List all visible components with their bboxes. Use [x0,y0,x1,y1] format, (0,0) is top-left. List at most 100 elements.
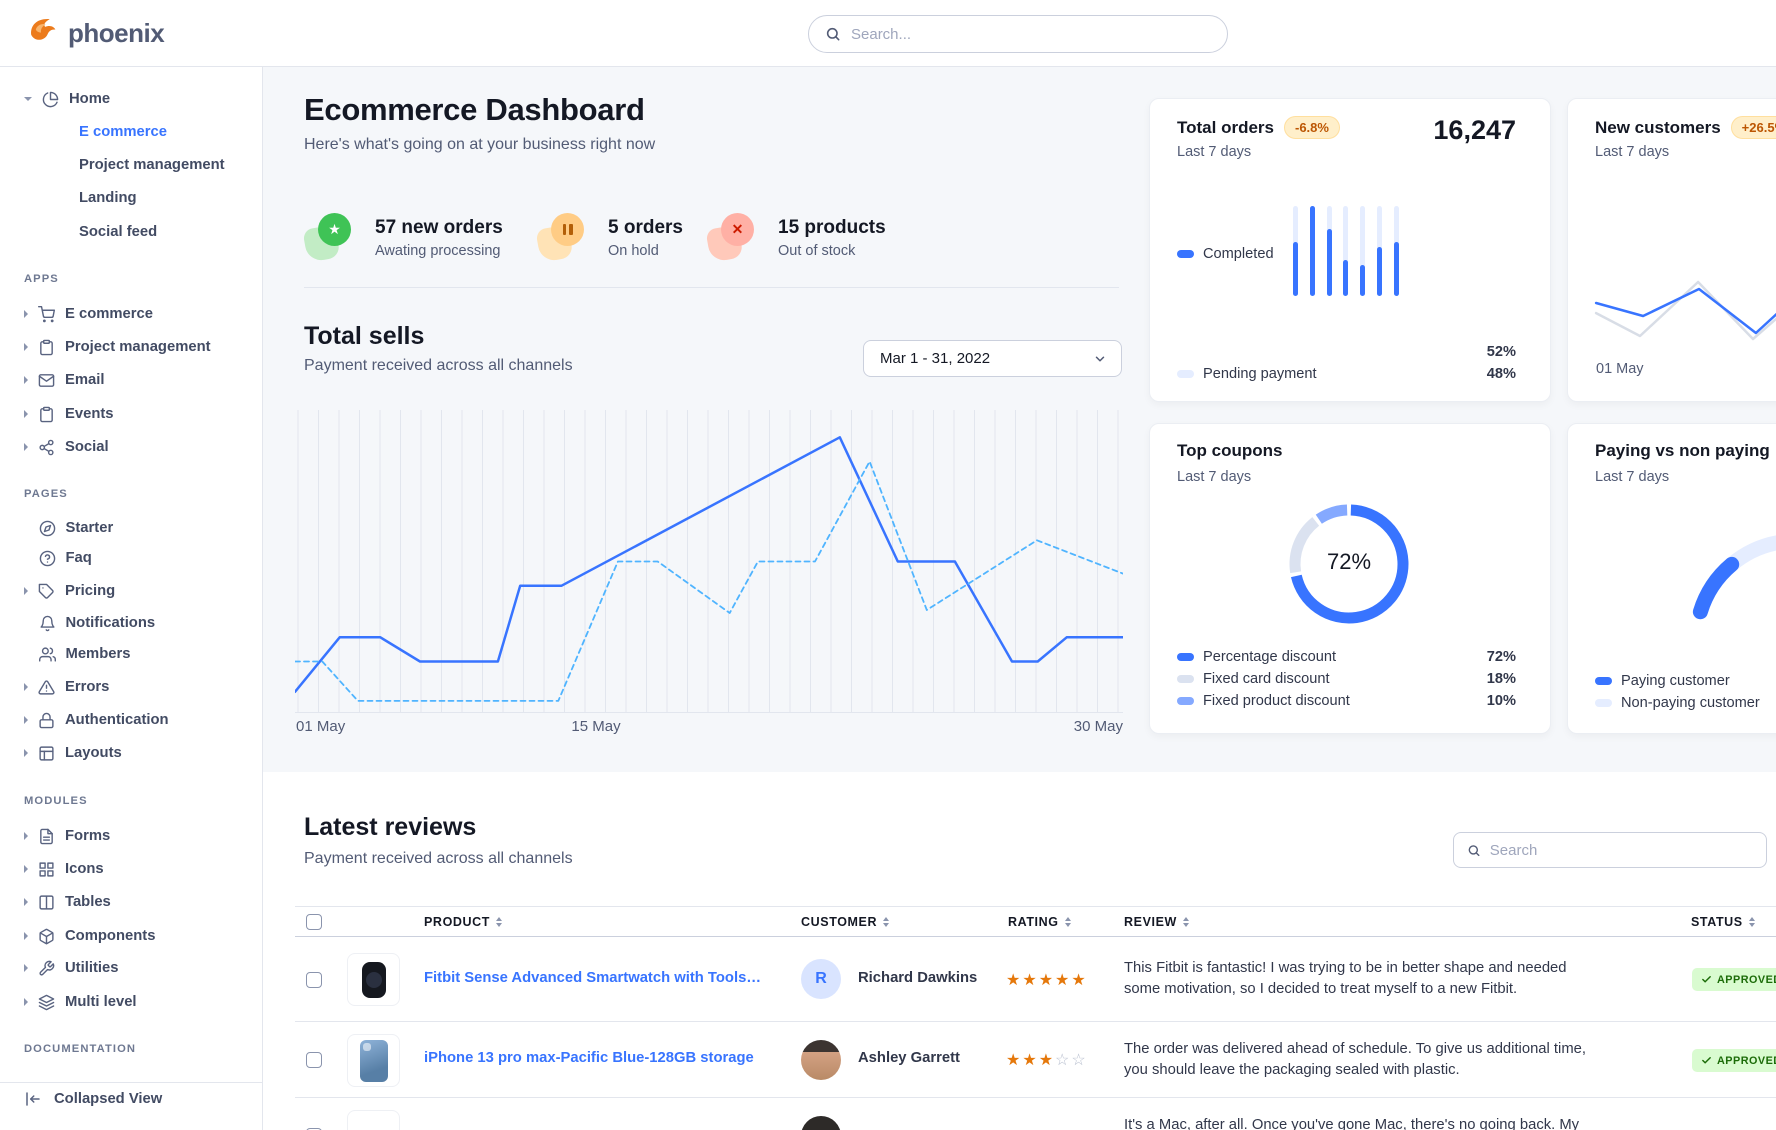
product-image-iphone[interactable] [347,1034,400,1087]
column-header-status[interactable]: STATUS [1691,915,1755,929]
x-axis-label: 01 May [1596,361,1644,377]
stat-value: 15 products [778,217,886,238]
x-axis-label: 30 May [1073,718,1123,735]
sidebar-item-apps-events[interactable]: Events [24,402,114,426]
date-range-select[interactable]: Mar 1 - 31, 2022 [863,340,1122,377]
shopping-cart-icon [38,305,55,323]
change-badge: +26.5% [1730,116,1776,139]
box-icon [38,928,55,945]
clipboard-icon [38,339,55,356]
sidebar-item-social-feed[interactable]: Social feed [79,224,158,240]
chevron-right-icon [24,932,28,940]
sidebar-item-multi-level[interactable]: Multi level [24,990,137,1014]
latest-reviews-subtitle: Payment received across all channels [304,850,573,867]
grid-icon [38,861,55,878]
chevron-right-icon [24,443,28,451]
reviews-search-input[interactable] [1489,841,1753,859]
sidebar-item-errors[interactable]: Errors [24,675,109,699]
sidebar-item-starter[interactable]: Starter [24,516,113,540]
latest-reviews-section: Latest reviews Payment received across a… [263,772,1776,1130]
sidebar-item-apps-ecommerce[interactable]: E commerce [24,302,153,326]
reviews-table: PRODUCT CUSTOMER RATING REVIEW STATUS Fi… [295,906,1776,1130]
legend-non-paying-customer: Non-paying customer [1595,695,1760,711]
legend-fixed-product-discount: Fixed product discount [1177,693,1350,709]
legend-value: 10% [1486,693,1516,709]
total-orders-bar-chart [1293,206,1399,296]
sidebar-item-landing[interactable]: Landing [79,190,137,206]
sidebar-item-faq[interactable]: Faq [24,546,92,570]
wrench-icon [38,960,55,977]
review-text: It's a Mac, after all. Once you've gone … [1124,1117,1580,1130]
select-all-checkbox[interactable] [306,914,322,930]
collapse-left-icon [24,1090,42,1108]
sidebar-section-pages: PAGES [24,488,68,500]
reviews-search[interactable] [1453,832,1767,868]
sidebar-item-forms[interactable]: Forms [24,824,110,848]
chevron-right-icon [24,376,28,384]
sidebar-item-components[interactable]: Components [24,924,155,948]
sort-icon [1748,916,1755,928]
sidebar-item-apps-social[interactable]: Social [24,435,109,459]
file-text-icon [38,828,55,845]
users-icon [38,646,56,663]
stat-label: Awating processing [375,242,501,259]
legend-swatch [1177,653,1194,661]
product-image-smartwatch[interactable] [347,953,400,1006]
card-period: Last 7 days [1177,469,1252,485]
legend-value: 18% [1486,671,1516,687]
chevron-right-icon [24,716,28,724]
chevron-right-icon [24,749,28,757]
avatar[interactable] [801,1040,841,1080]
sidebar-item-icons[interactable]: Icons [24,857,104,881]
compass-icon [39,520,56,537]
page-subtitle: Here's what's going on at your business … [304,136,656,153]
brand[interactable]: phoenix [26,14,165,52]
row-checkbox[interactable] [306,972,322,988]
clipboard-icon [38,406,55,423]
sidebar-item-notifications[interactable]: Notifications [24,611,155,635]
sort-icon [1064,916,1071,928]
sidebar-item-ecommerce-home[interactable]: E commerce [79,124,168,140]
sidebar-item-apps-email[interactable]: Email [24,368,104,392]
chevron-right-icon [24,865,28,873]
chevron-right-icon [24,343,28,351]
sidebar-item-home[interactable]: Home [24,87,110,111]
row-checkbox[interactable] [306,1052,322,1068]
column-header-product[interactable]: PRODUCT [424,915,503,929]
chevron-right-icon [24,410,28,418]
avatar[interactable]: R [801,959,841,999]
column-header-customer[interactable]: CUSTOMER [801,915,890,929]
sidebar-item-pricing[interactable]: Pricing [24,579,115,603]
product-image-macbook[interactable] [347,1110,400,1130]
sidebar-item-utilities[interactable]: Utilities [24,956,118,980]
legend-percentage-discount: Percentage discount [1177,649,1336,665]
stat-label: On hold [608,242,659,259]
global-search[interactable] [808,15,1228,53]
product-link[interactable]: iPhone 13 pro max-Pacific Blue-128GB sto… [424,1050,754,1066]
chevron-down-icon [1095,355,1105,362]
sidebar-item-layouts[interactable]: Layouts [24,741,122,765]
legend-swatch [1177,250,1194,258]
top-navbar: phoenix [0,0,1776,67]
sidebar-item-tables[interactable]: Tables [24,890,111,914]
chevron-right-icon [24,587,28,595]
search-input[interactable] [851,25,1211,43]
avatar[interactable] [801,1116,841,1130]
collapse-sidebar-button[interactable]: Collapsed View [24,1087,162,1111]
sidebar-item-apps-project-management[interactable]: Project management [24,335,211,359]
column-header-rating[interactable]: RATING [1008,915,1071,929]
x-axis-label: 01 May [296,718,346,735]
sidebar-item-members[interactable]: Members [24,642,130,666]
date-range-value: Mar 1 - 31, 2022 [880,350,991,367]
review-text: The order was delivered ahead of schedul… [1124,1041,1586,1078]
sidebar-item-project-management-home[interactable]: Project management [79,157,225,173]
change-badge: -6.8% [1283,116,1340,139]
sidebar-section-apps: APPS [24,273,59,285]
x-icon: ✕ [721,213,754,246]
column-header-review[interactable]: REVIEW [1124,915,1189,929]
paying-gauge-chart [1692,535,1776,620]
star-icon: ★ [318,213,351,246]
product-link[interactable]: Fitbit Sense Advanced Smartwatch with To… [424,970,764,986]
status-badge: APPROVED [1692,1049,1776,1072]
sidebar-item-authentication[interactable]: Authentication [24,708,169,732]
